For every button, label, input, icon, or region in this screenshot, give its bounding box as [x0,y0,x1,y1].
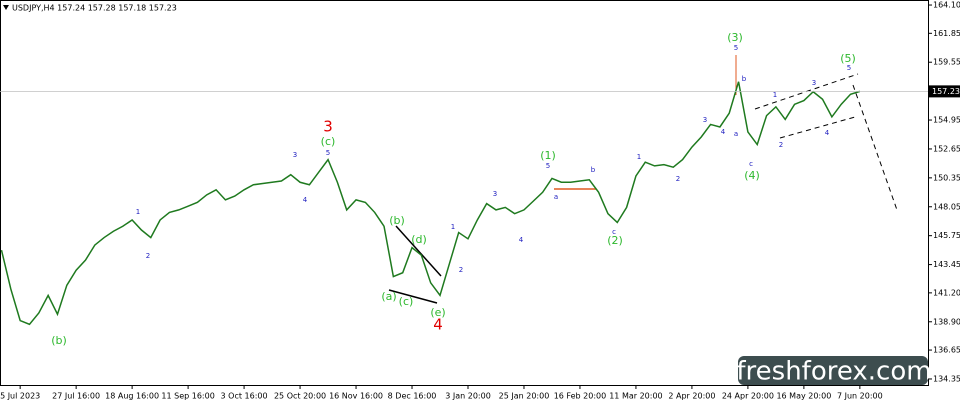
y-tick-label: 164.10 [933,1,960,10]
title-icon [3,5,9,10]
watermark-text: freshforex.com [736,357,931,387]
wave-label: (c) [399,295,414,308]
wave-label: 4 [433,316,443,334]
wave-label: 1 [451,223,455,231]
wave-label: (1) [540,149,556,162]
y-tick-label: 136.65 [933,346,960,355]
wave-label: 5 [326,149,330,157]
x-tick-label: 11 Mar 20:00 [609,392,662,401]
x-tick-label: 7 Jun 20:00 [837,392,883,401]
wave-label: 3 [323,118,333,136]
y-tick-label: 161.85 [933,29,960,38]
y-tick-label: 152.65 [933,144,960,153]
wave-label: c [612,228,616,236]
wave-label: 5 [546,162,550,170]
x-tick-label: 2 Apr 20:00 [668,392,715,401]
wave-label: 1 [773,91,777,99]
chart-title: USDJPY,H4 157.24 157.28 157.18 157.23 [12,4,177,13]
y-tick-label: 143.45 [933,260,960,269]
wave-label: 2 [459,266,463,274]
wave-label: (d) [411,233,427,246]
x-tick-label: 18 Aug 16:00 [105,392,159,401]
x-tick-label: 8 Dec 16:00 [388,392,437,401]
wave-label: (b) [51,334,67,347]
wave-label: (b) [389,214,405,227]
watermark-bg [738,356,928,385]
wave-label: 5 [734,44,738,52]
wave-label: b [591,166,596,174]
y-tick-label: 145.75 [933,231,960,240]
wave-label: 4 [721,128,726,136]
wave-label: 2 [676,175,680,183]
wave-label: (c) [321,135,336,148]
wave-label: (4) [744,169,760,182]
price-line [0,81,861,326]
x-tick-label: 11 Sep 16:00 [161,392,214,401]
x-tick-label: 5 Jul 2023 [0,392,40,401]
wave-label: b [742,75,747,83]
wave-label: 4 [519,236,524,244]
x-tick-label: 25 Oct 20:00 [274,392,326,401]
wave-label: 2 [779,141,783,149]
wave-label: (a) [381,290,396,303]
y-tick-label: 150.35 [933,173,960,182]
wave-label: (3) [727,31,743,44]
wave-label: 1 [637,153,641,161]
x-tick-label: 16 Feb 20:00 [554,392,606,401]
triangle [388,225,442,304]
wave-label: (5) [840,52,856,65]
x-tick-label: 3 Oct 16:00 [221,392,268,401]
wave-label: c [749,160,753,168]
wave-label: 1 [136,208,140,216]
y-tick-label: 159.55 [933,58,960,67]
wave-label: 5 [847,64,851,72]
y-tick-label: 148.05 [933,202,960,211]
wave-label: 3 [293,151,297,159]
y-tick-label: 138.90 [933,317,960,326]
wave-label: a [554,193,558,201]
wave-label: (2) [607,234,623,247]
wave-label: a [734,130,738,138]
x-tick-label: 16 May 20:00 [776,392,831,401]
wave-label: 3 [812,79,816,87]
wave-label: 4 [825,129,830,137]
x-tick-label: 24 Apr 20:00 [722,392,774,401]
wave-label: 3 [493,190,497,198]
y-tick-label: 154.95 [933,116,960,125]
last-price-tag [929,85,960,98]
wave-label: 3 [703,116,707,124]
wave-label: 4 [303,196,308,204]
plot-frame [0,0,929,386]
watermark: freshforex.com [736,356,932,387]
y-tick-label: 134.35 [933,374,960,383]
x-tick-label: 25 Jan 20:00 [499,392,550,401]
y-tick-label: 141.20 [933,288,960,297]
x-tick-label: 27 Jul 16:00 [52,392,100,401]
wave-label: 2 [146,252,150,260]
last-price-label: 157.23 [932,87,960,96]
x-tick-label: 3 Jan 20:00 [445,392,491,401]
wave-label: (e) [430,306,445,319]
x-tick-label: 16 Nov 16:00 [329,392,383,401]
